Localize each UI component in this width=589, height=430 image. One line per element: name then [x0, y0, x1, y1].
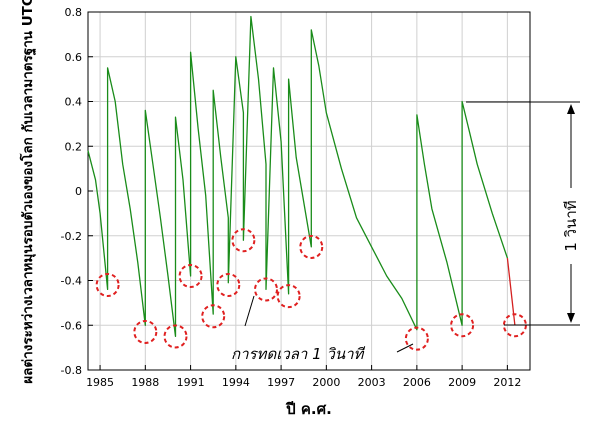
- leap-second-marker: [299, 234, 324, 259]
- y-tick-label: 0.2: [65, 140, 83, 153]
- leap-second-marker: [163, 324, 188, 349]
- x-tick-label: 2009: [448, 376, 476, 389]
- y-tick-label: -0.6: [61, 319, 82, 332]
- leap-second-marker: [276, 284, 301, 309]
- grid: [88, 11, 530, 371]
- series-group: [87, 15, 516, 338]
- y-tick-label: -0.2: [61, 230, 82, 243]
- annotation-pointer-a: [244, 295, 255, 327]
- leap-second-marker: [201, 304, 226, 329]
- series-line-main: [87, 15, 509, 338]
- annotation-pointer-b: [396, 343, 414, 353]
- scale-label-bg: [560, 188, 582, 264]
- leap-second-marker: [404, 326, 429, 351]
- x-axis-ticks: 1985 1988 1991 1994 1997 2000 2003 2006 2009 2012: [86, 365, 521, 389]
- leap-second-marker: [216, 272, 241, 297]
- leap-second-marker: [178, 264, 203, 289]
- y-tick-label: -0.4: [61, 275, 82, 288]
- y-tick-label: 0.8: [65, 6, 83, 19]
- y-axis-ticks: 0.8 0.6 0.4 0.2 0 -0.2 -0.4 -0.6 -0.8: [61, 6, 93, 377]
- y-axis-title: ผลต่างระหว่างเวลาหมุนรอบตัวเองของโลก กับ…: [18, 0, 37, 384]
- x-tick-label: 2000: [312, 376, 340, 389]
- scale-arrow-up: [567, 104, 575, 114]
- leap-second-marker: [450, 313, 475, 338]
- leap-second-marker: [133, 319, 158, 344]
- x-tick-label: 1985: [86, 376, 114, 389]
- scale-arrow-down: [567, 313, 575, 323]
- x-tick-label: 2003: [358, 376, 386, 389]
- x-tick-label: 1991: [177, 376, 205, 389]
- y-tick-label: 0.4: [65, 96, 83, 109]
- annotation-text: การทดเวลา 1 วินาที: [231, 345, 365, 363]
- y-tick-label: -0.8: [61, 364, 82, 377]
- leap-second-marker: [231, 228, 256, 253]
- x-axis-title: ปี ค.ศ.: [285, 400, 332, 418]
- leap-second-marker: [95, 272, 120, 297]
- x-tick-label: 1988: [131, 376, 159, 389]
- y-tick-label: 0: [75, 185, 82, 198]
- x-tick-label: 1994: [222, 376, 250, 389]
- leap-second-markers: [95, 228, 527, 351]
- x-tick-label: 1997: [267, 376, 295, 389]
- x-tick-label: 2006: [403, 376, 431, 389]
- leap-second-marker: [254, 277, 279, 302]
- x-tick-label: 2012: [493, 376, 521, 389]
- scale-label: 1 วินาที: [562, 200, 580, 251]
- y-tick-label: 0.6: [65, 51, 83, 64]
